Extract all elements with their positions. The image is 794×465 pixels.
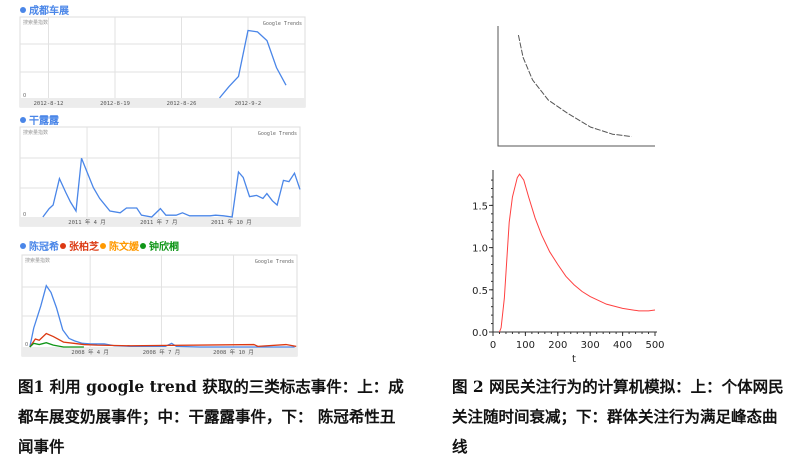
x-tick-label: 200	[548, 340, 567, 351]
figure2-caption: 图 2 网民关注行为的计算机模拟：上：个体网民关注随时间衰减；下：群体关注行为满…	[452, 377, 784, 456]
legend-label: 陈冠希	[29, 240, 59, 253]
legend-label: 陈文媛	[109, 240, 140, 253]
x-axis-band	[20, 217, 300, 226]
watermark: Google Trends	[258, 131, 297, 137]
x-tick-label: 2008 年 4 月	[71, 348, 109, 356]
series-line	[29, 342, 84, 348]
x-tick-label: 2011 年 4 月	[68, 218, 106, 226]
legend-label: 钟欣桐	[149, 240, 179, 253]
plot-frame	[21, 254, 298, 357]
x-tick-label: 2012-8-12	[34, 101, 64, 107]
y-tick-label: 0.0	[472, 328, 488, 339]
x-tick-label: 2008 年 7 月	[143, 348, 181, 356]
peak-curve	[499, 173, 656, 333]
y-axis-label: 搜索量指数	[23, 19, 48, 26]
x-tick-label: 2011 年 10 月	[211, 218, 252, 226]
y-tick-label: 0.5	[472, 286, 488, 297]
y-axis-label: 搜索量指数	[25, 257, 50, 264]
y-tick-label: 1.5	[472, 201, 488, 212]
x-tick-label: 2012-9-2	[235, 101, 262, 107]
x-axis-label: t	[572, 354, 576, 365]
plot-frame	[19, 126, 301, 227]
legend-dot	[20, 117, 26, 123]
x-tick-label: 2012-8-19	[100, 101, 130, 107]
zero-label: 0	[23, 93, 26, 99]
x-tick-label: 400	[613, 340, 632, 351]
y-tick-label: 1.0	[472, 244, 488, 255]
legend-label: 张柏芝	[69, 240, 99, 253]
legend-label: 干露露	[29, 114, 60, 127]
zero-label: 0	[25, 342, 28, 348]
x-tick-label: 2008 年 10 月	[213, 348, 254, 356]
watermark: Google Trends	[263, 21, 302, 27]
series-line	[218, 29, 287, 99]
x-tick-label: 300	[581, 340, 600, 351]
x-tick-label: 0	[490, 340, 496, 351]
legend-dot	[60, 243, 66, 249]
series-line	[29, 332, 297, 348]
x-tick-label: 2011 年 7 月	[140, 218, 178, 226]
x-tick-label: 2012-8-26	[167, 101, 197, 107]
legend-dot	[140, 243, 146, 249]
legend-label: 成都车展	[29, 4, 69, 17]
series-line	[29, 284, 295, 348]
x-axis-band	[22, 347, 297, 356]
y-axis-label: 搜索量指数	[23, 129, 48, 136]
plot-frame	[19, 16, 306, 108]
zero-label: 0	[23, 212, 26, 218]
watermark: Google Trends	[255, 259, 294, 265]
legend-dot	[100, 243, 106, 249]
decay-curve	[517, 34, 632, 138]
x-tick-label: 500	[645, 340, 664, 351]
x-tick-label: 100	[516, 340, 535, 351]
legend-dot	[20, 243, 26, 249]
legend-dot	[20, 7, 26, 13]
x-axis-band	[20, 98, 305, 107]
series-line	[42, 157, 301, 218]
axes	[497, 26, 655, 147]
figure1-caption: 图1 利用 google trend 获取的三类标志事件：上：成都车展变奶展事件…	[18, 377, 404, 456]
